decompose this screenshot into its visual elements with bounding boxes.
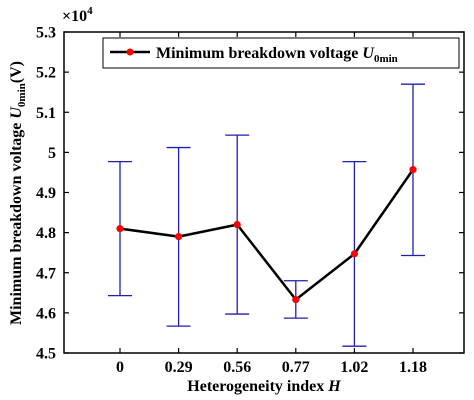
- x-tick-label: 1.18: [399, 359, 427, 376]
- data-markers: [116, 166, 417, 304]
- y-axis-ticks: 4.5 4.6 4.7 4.8 4.9 5 5.1 5.2 5.3: [36, 25, 464, 363]
- y-tick-label: 4.8: [36, 225, 56, 242]
- legend-box: [102, 37, 460, 69]
- x-tick-label: 0: [116, 359, 124, 376]
- y-tick-label: 5.3: [36, 25, 56, 42]
- y-tick-label: 5.2: [36, 65, 56, 82]
- y-tick-label: 4.5: [36, 346, 56, 363]
- data-point: [292, 296, 300, 304]
- x-axis-ticks: 0 0.29 0.56 0.77 1.02 1.18: [116, 32, 427, 376]
- x-tick-label: 1.02: [340, 359, 368, 376]
- legend-marker-sample: [126, 48, 134, 56]
- y-exponent-label: ×104: [62, 5, 93, 25]
- legend: Minimum breakdown voltage U0min: [102, 37, 460, 69]
- x-axis-title: Heterogeneity index H: [187, 378, 341, 395]
- series-line: [119, 168, 415, 301]
- data-point: [409, 166, 417, 174]
- y-tick-label: 5: [48, 145, 56, 162]
- series-polyline: [119, 168, 415, 301]
- data-point: [350, 250, 358, 258]
- x-tick-label: 0.77: [282, 359, 310, 376]
- y-tick-label: 4.9: [36, 185, 56, 202]
- data-point: [233, 221, 241, 229]
- data-point: [175, 233, 183, 241]
- data-point: [116, 225, 124, 233]
- x-tick-label: 0.29: [165, 359, 193, 376]
- y-tick-label: 4.6: [36, 305, 56, 322]
- y-axis-title: Minimum breakdown voltage U0min(V): [8, 61, 28, 325]
- plot-area: [63, 31, 465, 354]
- x-tick-label: 0.56: [223, 359, 251, 376]
- y-tick-label: 5.1: [36, 105, 56, 122]
- legend-label: Minimum breakdown voltage U0min: [156, 45, 398, 65]
- y-tick-label: 4.7: [36, 265, 56, 282]
